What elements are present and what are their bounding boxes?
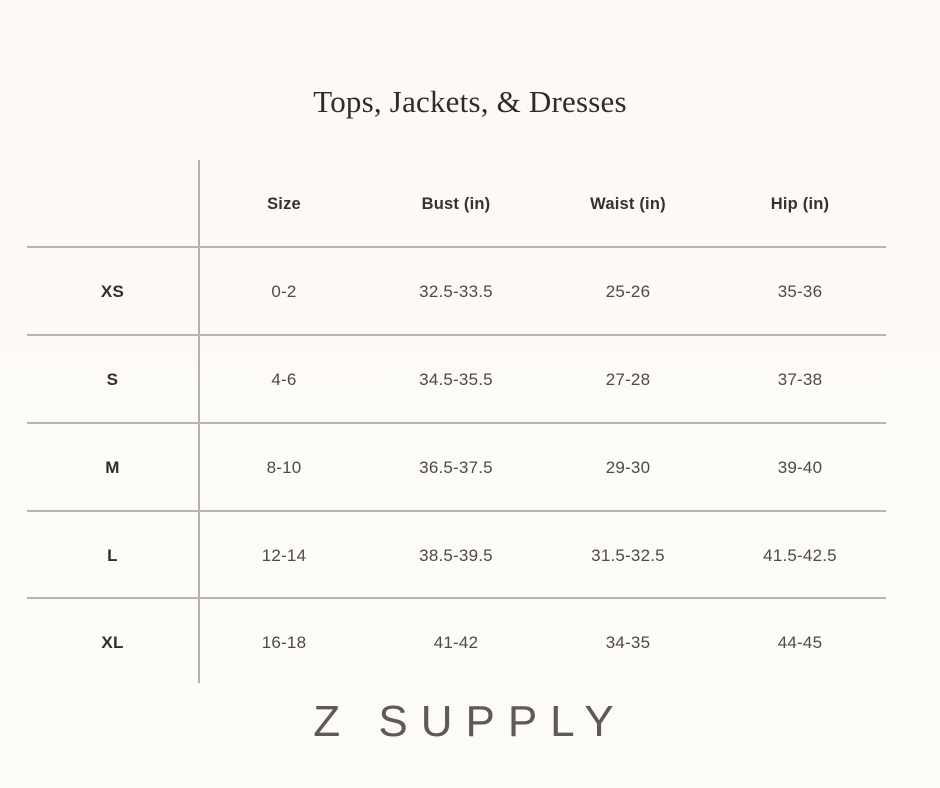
row-cell-size: 8-10 — [266, 458, 302, 477]
row-size-label: M — [105, 458, 120, 477]
row-cell-bust: 36.5-37.5 — [419, 458, 493, 477]
row-cell-hip: 39-40 — [777, 458, 823, 477]
row-size-label: L — [107, 546, 118, 565]
row-cell-size: 0-2 — [271, 282, 297, 301]
row-cell-hip: 41.5-42.5 — [763, 546, 837, 565]
row-cell-waist: 31.5-32.5 — [591, 546, 665, 565]
row-cell-size: 16-18 — [261, 633, 307, 652]
row-cell-hip: 44-45 — [777, 633, 823, 652]
row-cell-waist: 25-26 — [605, 282, 651, 301]
page-title: Tops, Jackets, & Dresses — [313, 84, 627, 119]
table-rule-2 — [27, 334, 886, 336]
table-row: M 8-10 36.5-37.5 29-30 39-40 — [27, 424, 886, 512]
row-cell-waist: 34-35 — [605, 633, 651, 652]
row-cell-hip: 37-38 — [777, 370, 823, 389]
table-rule-5 — [27, 597, 886, 599]
table-row: S 4-6 34.5-35.5 27-28 37-38 — [27, 336, 886, 424]
row-size-label: XL — [101, 633, 124, 652]
header-cell-size: Size — [267, 194, 301, 213]
row-cell-size: 4-6 — [271, 370, 297, 389]
brand-logo: Z SUPPLY — [313, 697, 627, 746]
row-cell-bust: 41-42 — [433, 633, 479, 652]
row-cell-hip: 35-36 — [777, 282, 823, 301]
row-cell-bust: 32.5-33.5 — [419, 282, 493, 301]
table-row: XL 16-18 41-42 34-35 44-45 — [27, 599, 886, 687]
row-cell-size: 12-14 — [261, 546, 307, 565]
row-cell-bust: 38.5-39.5 — [419, 546, 493, 565]
table-header-row: Size Bust (in) Waist (in) Hip (in) — [27, 160, 886, 248]
table-row: L 12-14 38.5-39.5 31.5-32.5 41.5-42.5 — [27, 512, 886, 600]
table-rule-4 — [27, 510, 886, 512]
table-rule-3 — [27, 422, 886, 424]
header-cell-bust: Bust (in) — [421, 194, 491, 213]
row-size-label: S — [106, 370, 119, 389]
row-size-label: XS — [100, 282, 125, 301]
header-cell-hip: Hip (in) — [770, 194, 830, 213]
size-chart-table: Size Bust (in) Waist (in) Hip (in) XS 0-… — [27, 160, 886, 683]
row-cell-waist: 29-30 — [605, 458, 651, 477]
table-vertical-divider — [198, 160, 200, 683]
table-rule-1 — [27, 246, 886, 248]
row-cell-waist: 27-28 — [605, 370, 651, 389]
row-cell-bust: 34.5-35.5 — [419, 370, 493, 389]
header-cell-waist: Waist (in) — [590, 194, 666, 213]
table-row: XS 0-2 32.5-33.5 25-26 35-36 — [27, 248, 886, 336]
